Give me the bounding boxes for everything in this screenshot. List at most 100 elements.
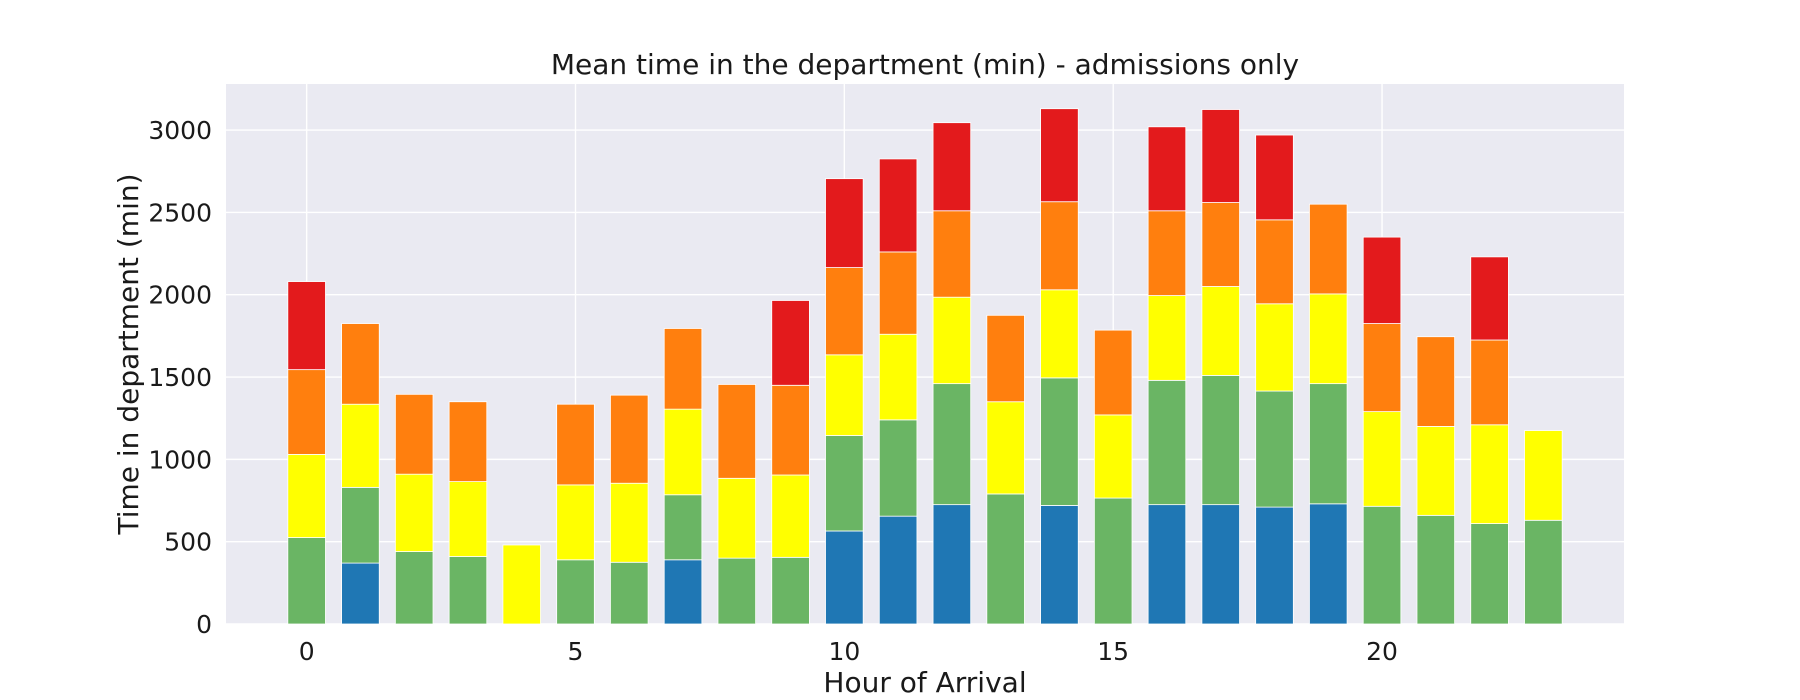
bar-segment [556, 559, 595, 625]
bar-segment [1255, 134, 1294, 221]
bar-segment [1147, 295, 1187, 381]
y-tick-label: 500 [164, 528, 212, 557]
y-tick-label: 1000 [148, 445, 212, 474]
bar-segment [878, 419, 918, 517]
bar-segment [1201, 504, 1240, 625]
x-axis-label: Hour of Arrival [823, 666, 1026, 699]
bar-segment [932, 210, 972, 298]
bar-segment [556, 484, 595, 561]
bar-segment [771, 556, 810, 625]
y-tick-label: 0 [196, 610, 212, 639]
bar-segment [1147, 210, 1187, 296]
bar-segment [1470, 424, 1509, 524]
bar-segment [1147, 379, 1187, 506]
bar-segment [287, 369, 326, 455]
x-tick-label: 20 [1366, 637, 1398, 666]
bar-segment [878, 515, 918, 625]
bar-segment [1093, 497, 1133, 625]
bar-segment [878, 251, 918, 335]
bar-segment [1093, 329, 1133, 416]
plot-background [226, 84, 1624, 624]
bar-segment [394, 473, 434, 552]
bar-segment [1201, 202, 1240, 287]
bar-segment [1470, 256, 1509, 341]
bar-segment [1362, 505, 1402, 625]
bar-segment [610, 394, 649, 484]
x-tick-label: 10 [828, 637, 860, 666]
bar-segment [1255, 219, 1294, 305]
y-tick-labels: 0 500 1000 1500 2000 2500 3000 [148, 116, 212, 639]
bar-segment [1470, 523, 1509, 625]
bar-segment [1362, 411, 1402, 507]
bar-segment [1416, 336, 1456, 427]
bar-segment [1309, 503, 1348, 625]
y-tick-label: 2500 [148, 198, 212, 227]
y-tick-label: 3000 [148, 116, 212, 145]
bar-segment [394, 393, 434, 475]
bar-segment [825, 354, 864, 436]
bar-segment [771, 384, 810, 476]
bar-segment [663, 559, 703, 625]
bar-segment [1416, 514, 1456, 625]
bar-segment [1470, 339, 1509, 426]
bar-segment [1201, 109, 1240, 203]
bar-segment [1040, 505, 1079, 625]
bar-segment [1362, 236, 1402, 324]
bar-segment [394, 551, 434, 625]
y-tick-label: 2000 [148, 281, 212, 310]
bar-segment [448, 401, 488, 482]
bar-segment [610, 482, 649, 563]
bar-segment [287, 454, 326, 538]
bar-segment [717, 384, 757, 479]
bar-segment [341, 323, 380, 405]
bar-segment [771, 300, 810, 386]
bar-segment [610, 561, 649, 625]
bar-segment [932, 122, 972, 212]
bar-segment [1255, 303, 1294, 392]
bar-segment [1524, 430, 1563, 521]
bar-segment [932, 504, 972, 625]
bar-segment [717, 557, 757, 625]
y-axis-label: Time in department (min) [112, 173, 145, 535]
bar-segment [1040, 377, 1079, 506]
bar-segment [1309, 203, 1348, 295]
bars [287, 108, 1563, 625]
bar-segment [825, 178, 864, 268]
bar-segment [1040, 108, 1079, 203]
bar-segment [1040, 201, 1079, 291]
bar-segment [878, 158, 918, 253]
bar-segment [932, 383, 972, 506]
x-tick-label: 5 [568, 637, 584, 666]
bar-segment [556, 403, 595, 486]
bar-segment [448, 556, 488, 625]
bar-segment [825, 267, 864, 356]
bar-segment [986, 493, 1025, 625]
bar-segment [287, 537, 326, 625]
bar-segment [1093, 414, 1133, 499]
bar-segment [341, 403, 380, 488]
bar-segment [717, 477, 757, 559]
bar-segment [663, 328, 703, 410]
bar-segment [1040, 289, 1079, 379]
bar-segment [986, 401, 1025, 495]
bar-segment [1309, 293, 1348, 385]
bar-segment [502, 544, 541, 625]
bar-segment [1147, 504, 1187, 625]
bar-segment [986, 314, 1025, 403]
bar-segment [1255, 390, 1294, 508]
bar-segment [1201, 286, 1240, 376]
bar-segment [1309, 383, 1348, 505]
bar-segment [1362, 323, 1402, 413]
bar-segment [663, 494, 703, 561]
x-tick-label: 0 [299, 637, 315, 666]
bar-segment [287, 281, 326, 371]
bar-segment [663, 408, 703, 496]
bar-segment [448, 481, 488, 557]
bar-segment [341, 562, 380, 625]
x-tick-label: 15 [1097, 637, 1129, 666]
bar-segment [825, 530, 864, 625]
chart-title: Mean time in the department (min) - admi… [551, 48, 1299, 81]
bar-segment [1416, 426, 1456, 516]
